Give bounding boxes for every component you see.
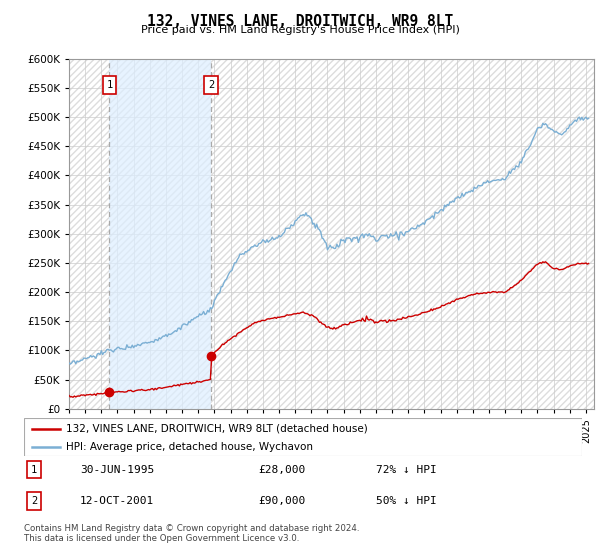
Text: Contains HM Land Registry data © Crown copyright and database right 2024.
This d: Contains HM Land Registry data © Crown c… bbox=[24, 524, 359, 543]
FancyBboxPatch shape bbox=[24, 418, 582, 456]
Text: 1: 1 bbox=[31, 465, 37, 475]
Text: 132, VINES LANE, DROITWICH, WR9 8LT: 132, VINES LANE, DROITWICH, WR9 8LT bbox=[147, 14, 453, 29]
Text: 30-JUN-1995: 30-JUN-1995 bbox=[80, 465, 154, 475]
Bar bbox=[109, 59, 211, 409]
Text: 50% ↓ HPI: 50% ↓ HPI bbox=[376, 496, 436, 506]
Text: £90,000: £90,000 bbox=[259, 496, 305, 506]
Text: 132, VINES LANE, DROITWICH, WR9 8LT (detached house): 132, VINES LANE, DROITWICH, WR9 8LT (det… bbox=[66, 424, 368, 434]
Text: 72% ↓ HPI: 72% ↓ HPI bbox=[376, 465, 436, 475]
Text: 12-OCT-2001: 12-OCT-2001 bbox=[80, 496, 154, 506]
Text: 2: 2 bbox=[31, 496, 37, 506]
Text: HPI: Average price, detached house, Wychavon: HPI: Average price, detached house, Wych… bbox=[66, 442, 313, 452]
Text: £28,000: £28,000 bbox=[259, 465, 305, 475]
Text: 2: 2 bbox=[208, 80, 214, 90]
Text: Price paid vs. HM Land Registry's House Price Index (HPI): Price paid vs. HM Land Registry's House … bbox=[140, 25, 460, 35]
Text: 1: 1 bbox=[106, 80, 113, 90]
